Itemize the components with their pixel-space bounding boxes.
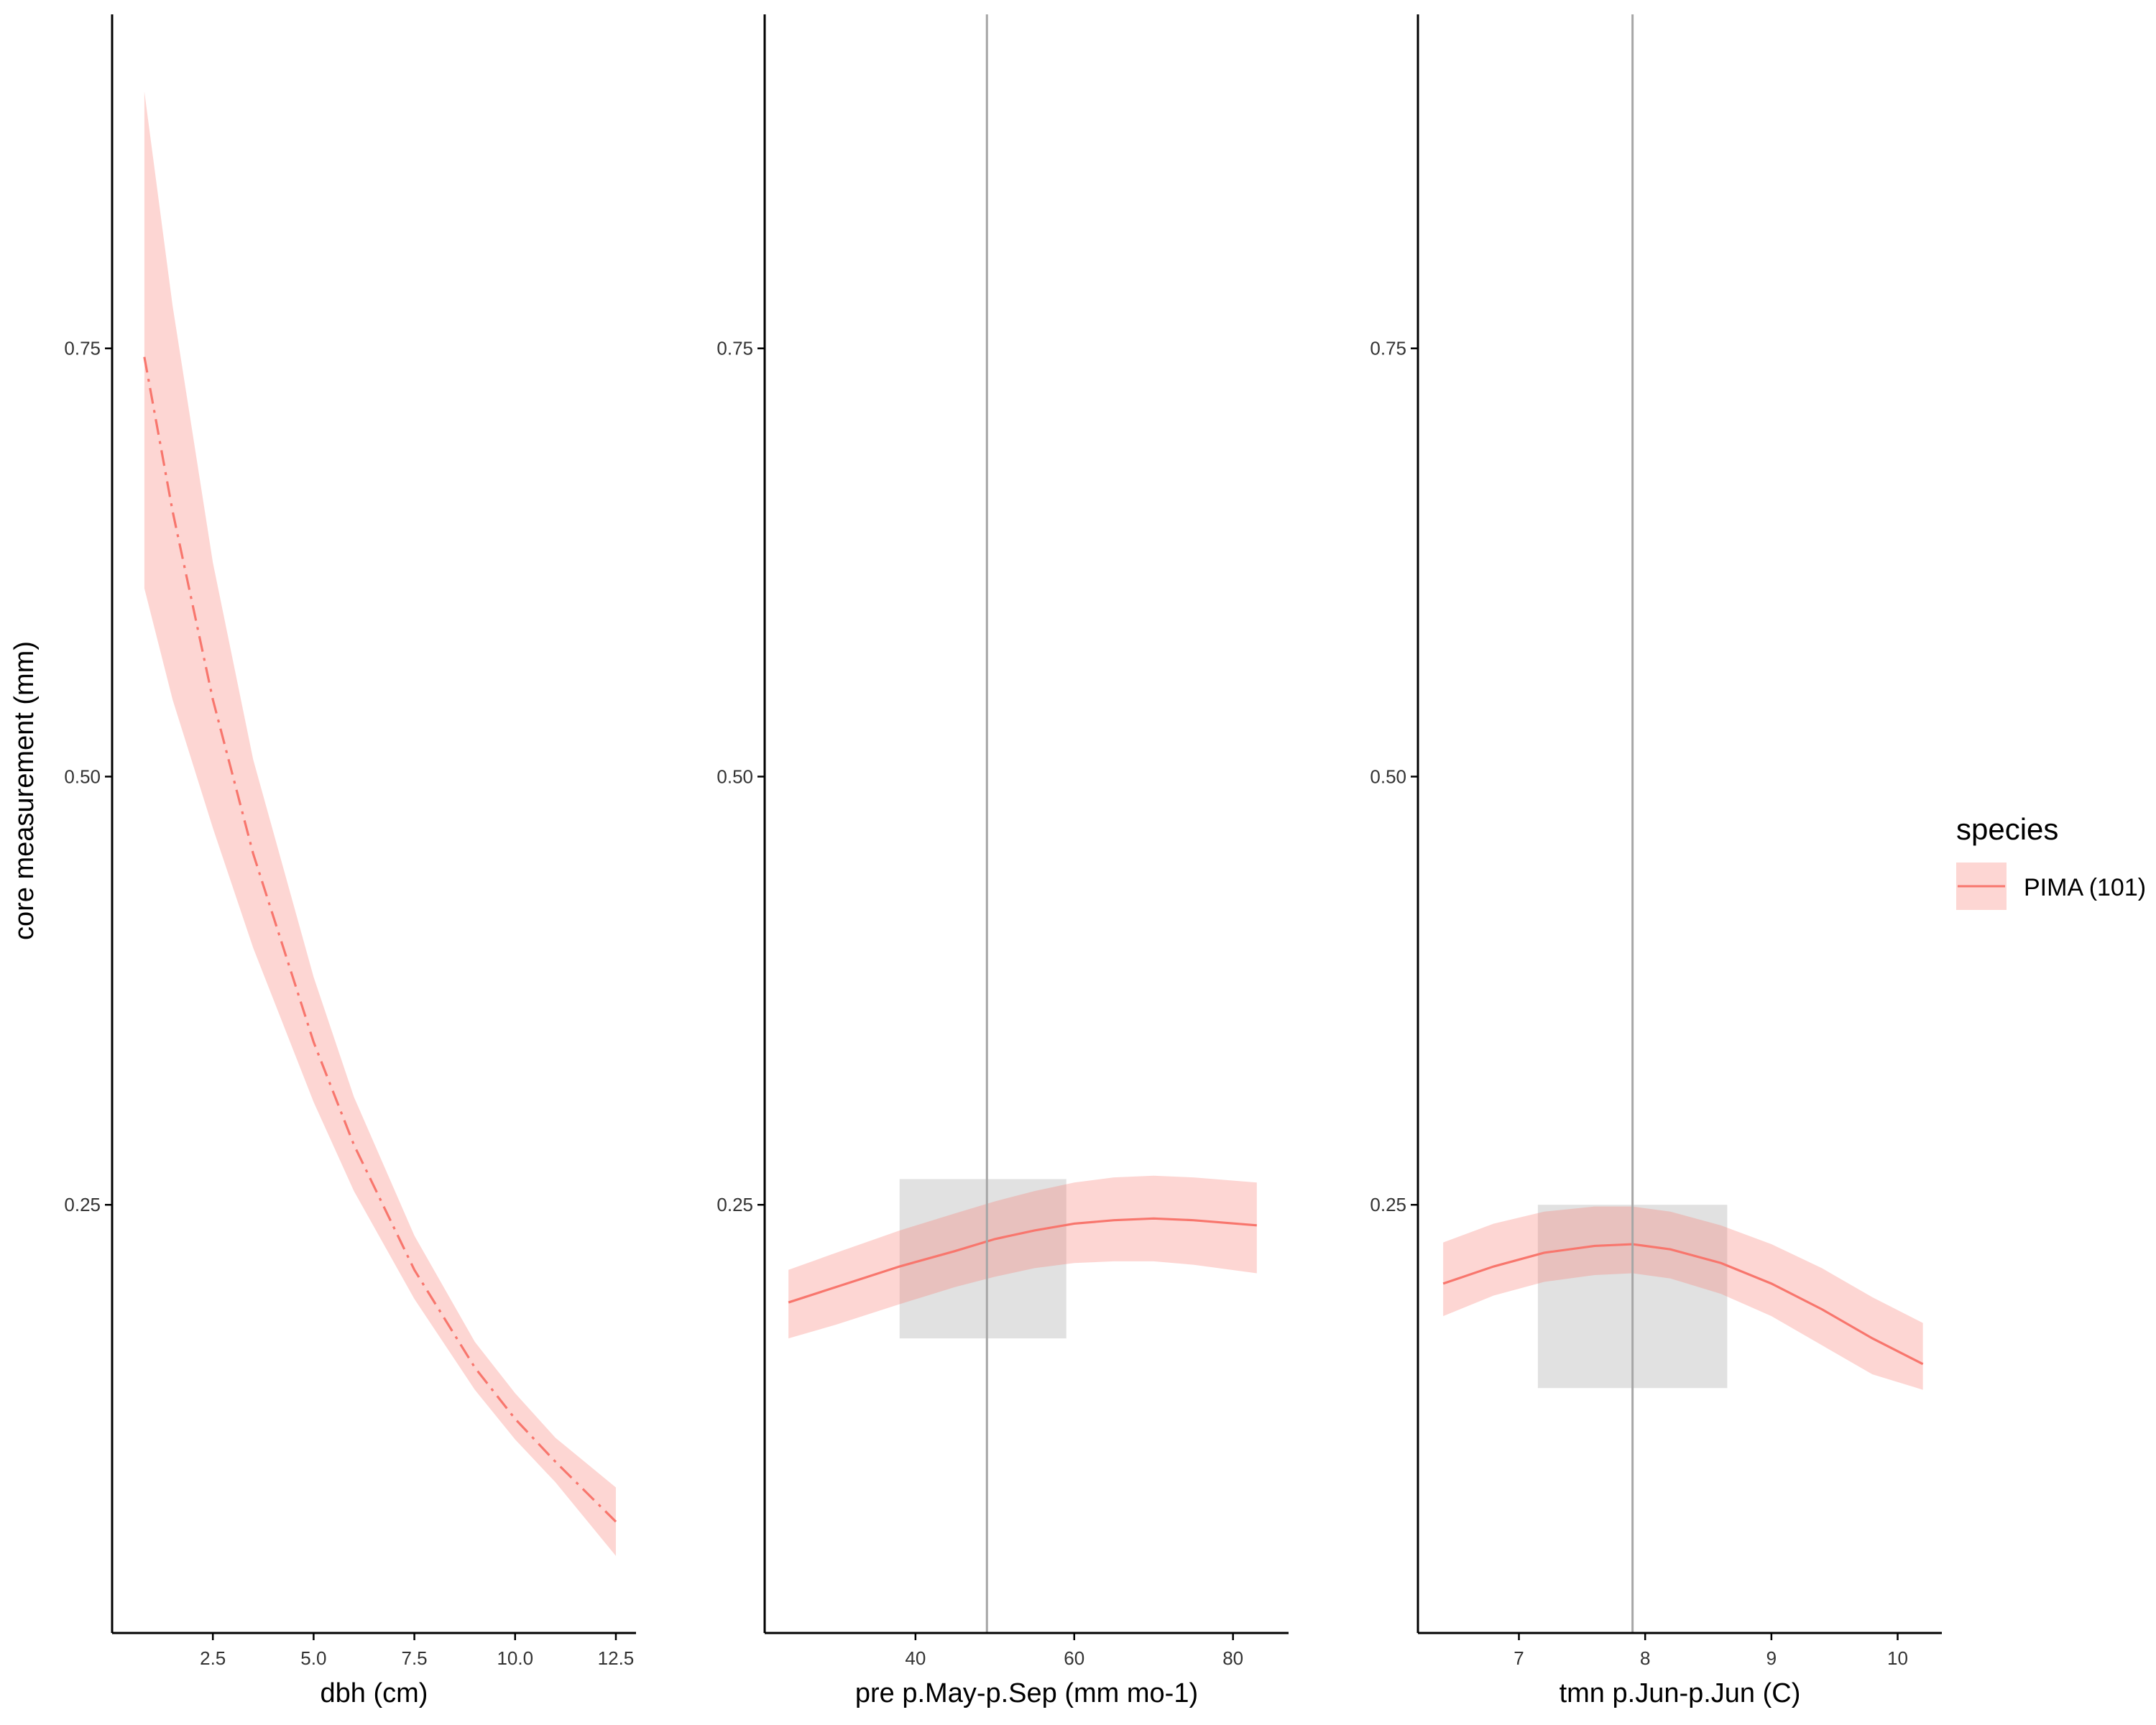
y-tick-label: 0.25 (717, 1194, 753, 1215)
panel-3: 0.25 0.50 0.75 7 8 9 10 tmn p.Jun-p.Jun (C) (1370, 14, 1942, 1708)
series-line (143, 356, 617, 1523)
panel-2: 0.25 0.50 0.75 40 60 80 pre p.May-p.Sep (mm mo… (717, 14, 1289, 1708)
legend-label-pima: PIMA (101) (2024, 874, 2146, 901)
y-tick-label: 0.75 (1370, 338, 1406, 359)
x-tick-label: 8 (1640, 1647, 1650, 1669)
y-tick-label: 0.25 (64, 1194, 101, 1215)
confidence-ribbon (788, 1175, 1257, 1339)
y-tick-label: 0.50 (64, 765, 101, 787)
confidence-ribbon (144, 91, 616, 1556)
x-tick-label: 60 (1064, 1647, 1084, 1669)
x-tick-label: 10.0 (497, 1647, 533, 1669)
x-axis-title: tmn p.Jun-p.Jun (C) (1560, 1678, 1801, 1708)
series-line (1442, 1243, 1924, 1366)
y-tick-label: 0.75 (64, 338, 101, 359)
x-tick-label: 7 (1514, 1647, 1524, 1669)
x-tick-label: 5.0 (300, 1647, 326, 1669)
legend: species PIMA (101) (1956, 812, 2146, 910)
panel-1: 0.25 0.50 0.75 2.5 5.0 7.5 10.0 12.5 dbh (cm) (64, 14, 636, 1708)
y-tick-label: 0.50 (1370, 765, 1406, 787)
x-tick-label: 40 (905, 1647, 926, 1669)
legend-title: species (1956, 812, 2058, 846)
x-axis-title: pre p.May-p.Sep (mm mo-1) (855, 1678, 1198, 1708)
y-tick-label: 0.50 (717, 765, 753, 787)
y-tick-label: 0.25 (1370, 1194, 1406, 1215)
x-tick-label: 2.5 (200, 1647, 226, 1669)
y-axis-title: core measurement (mm) (9, 641, 40, 940)
x-tick-label: 80 (1222, 1647, 1243, 1669)
y-tick-label: 0.75 (717, 338, 753, 359)
x-tick-label: 10 (1887, 1647, 1908, 1669)
x-axis-title: dbh (cm) (321, 1678, 428, 1708)
x-tick-label: 7.5 (401, 1647, 427, 1669)
confidence-ribbon (1443, 1206, 1923, 1390)
series-line (788, 1217, 1257, 1304)
x-tick-label: 12.5 (598, 1647, 635, 1669)
x-tick-label: 9 (1766, 1647, 1777, 1669)
